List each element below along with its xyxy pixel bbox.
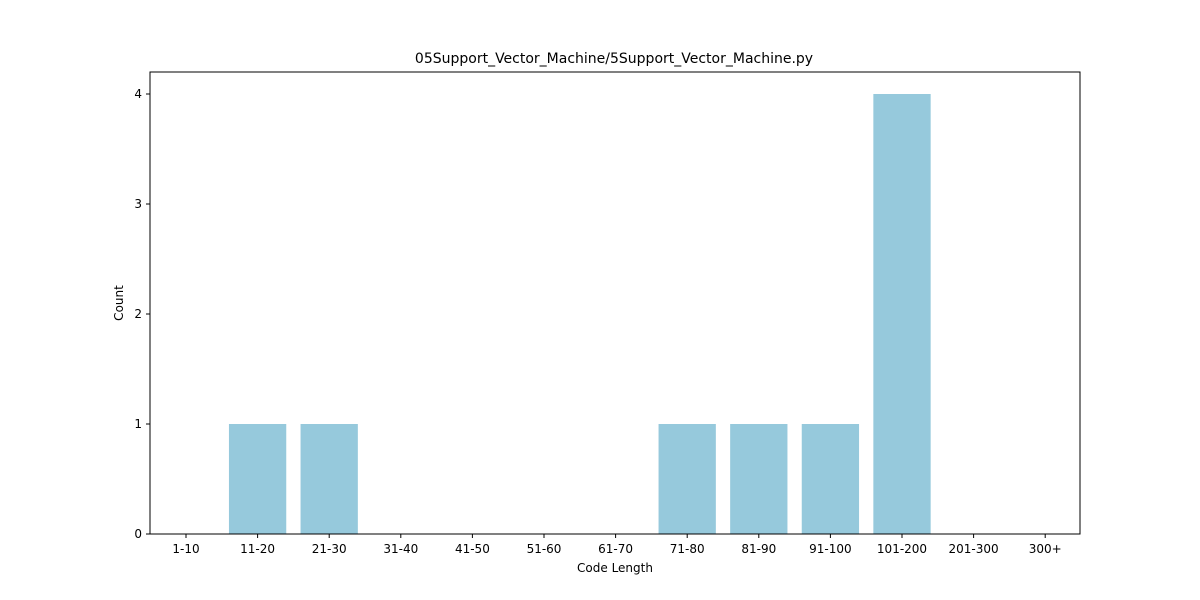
y-axis: 0 1 2 3 4 [134,87,150,541]
x-tick-label: 21-30 [312,542,347,556]
bar-11-20 [228,424,287,534]
bar-81-90 [730,424,788,534]
y-tick-label: 0 [134,527,142,541]
bar-71-80 [658,424,716,534]
x-tick-label: 81-90 [741,542,776,556]
bar-21-30 [300,424,358,534]
y-tick-label: 3 [134,197,142,211]
x-tick-label: 11-20 [240,542,275,556]
x-tick-label: 300+ [1029,542,1062,556]
x-tick-label: 71-80 [670,542,705,556]
y-axis-label: Count [112,285,126,321]
x-tick-label: 101-200 [877,542,927,556]
x-axis-label: Code Length [577,561,653,575]
y-tick-label: 2 [134,307,142,321]
y-tick-label: 1 [134,417,142,431]
x-tick-label: 201-300 [949,542,999,556]
bar-91-100 [801,424,860,534]
x-axis: 1-10 11-20 21-30 31-40 41-50 51-60 61-70 71-80 8… [172,534,1062,556]
bars-group [228,94,931,534]
x-tick-label: 41-50 [455,542,490,556]
chart-title: 05Support_Vector_Machine/5Support_Vector… [415,51,813,67]
x-tick-label: 31-40 [383,542,418,556]
bar-101-200 [873,94,931,534]
x-tick-label: 91-100 [809,542,852,556]
x-tick-label: 61-70 [598,542,633,556]
x-tick-label: 1-10 [172,542,199,556]
plot-frame [149,71,1081,535]
y-tick-label: 4 [134,87,142,101]
x-tick-label: 51-60 [527,542,562,556]
